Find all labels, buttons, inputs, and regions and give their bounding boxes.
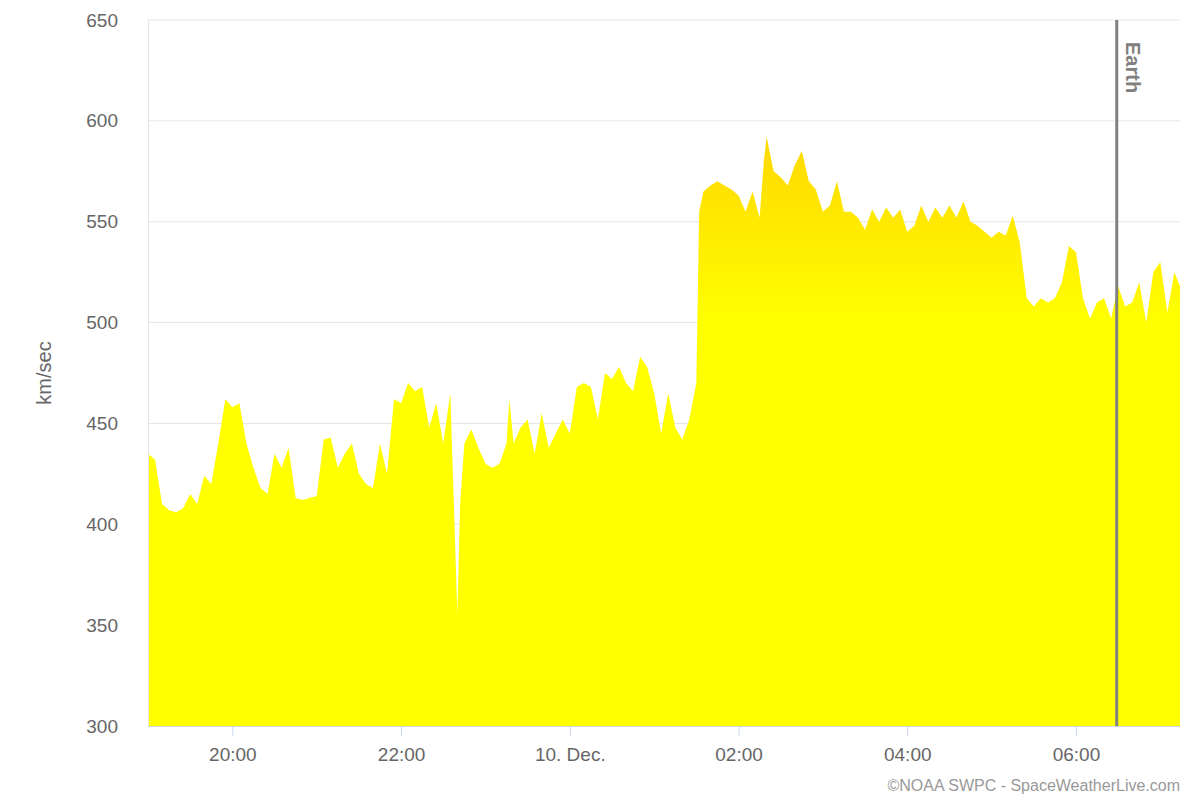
x-tick-label: 06:00 (1053, 744, 1101, 765)
x-tick: 04:00 (884, 726, 932, 765)
y-tick: 500 (86, 312, 148, 333)
y-tick: 600 (86, 110, 148, 131)
x-tick-label: 04:00 (884, 744, 932, 765)
y-tick: 300 (86, 716, 148, 737)
x-tick-mark (232, 726, 233, 736)
y-tick-label: 650 (86, 10, 118, 31)
plot: 300 350 400 450 500 550 600 650 20:00 22:00 10. De… (86, 10, 1180, 766)
x-tick: 02:00 (715, 726, 763, 765)
y-tick-label: 500 (86, 312, 118, 333)
y-tick: 550 (86, 211, 148, 232)
annotation-label: Earth (1122, 42, 1144, 93)
x-tick: 22:00 (378, 726, 426, 765)
y-tick: 350 (86, 615, 148, 636)
x-tick-mark (739, 726, 740, 736)
annotation-line (1115, 20, 1118, 726)
y-tick-label: 400 (86, 514, 118, 535)
grid (148, 20, 1180, 726)
x-tick-mark (907, 726, 908, 736)
x-tick-label: 22:00 (378, 744, 426, 765)
x-tick-label: 20:00 (209, 744, 257, 765)
x-tick-mark (1076, 726, 1077, 736)
credits: ©NOAA SWPC - SpaceWeatherLive.com (888, 777, 1180, 794)
y-tick-label: 550 (86, 211, 118, 232)
x-tick-mark (401, 726, 402, 736)
y-axis-title: km/sec (33, 341, 55, 404)
x-tick-mark (570, 726, 571, 736)
y-tick-label: 350 (86, 615, 118, 636)
x-tick: 20:00 (209, 726, 257, 765)
marks (148, 137, 1180, 726)
grid-line (148, 221, 1180, 222)
x-axis-line (149, 726, 1181, 727)
y-axis: 300 350 400 450 500 550 600 650 (86, 10, 148, 737)
area (148, 137, 1180, 726)
y-tick-label: 450 (86, 413, 118, 434)
annotation: Earth (1117, 20, 1144, 726)
y-tick-label: 300 (86, 716, 118, 737)
y-tick: 400 (86, 514, 148, 535)
x-tick: 06:00 (1053, 726, 1101, 765)
x-tick-label: 02:00 (715, 744, 763, 765)
x-axis: 20:00 22:00 10. Dec. 02:00 04:00 06:00 (149, 726, 1181, 765)
x-tick: 10. Dec. (535, 726, 606, 765)
y-tick: 650 (86, 10, 148, 31)
y-tick-label: 600 (86, 110, 118, 131)
y-axis-line (148, 21, 149, 727)
chart: 300 350 400 450 500 550 600 650 20:00 22:00 10. De… (0, 0, 1200, 800)
x-tick-label: 10. Dec. (535, 744, 606, 765)
grid-line (148, 120, 1180, 121)
y-tick: 450 (86, 413, 148, 434)
grid-line (148, 20, 1180, 21)
